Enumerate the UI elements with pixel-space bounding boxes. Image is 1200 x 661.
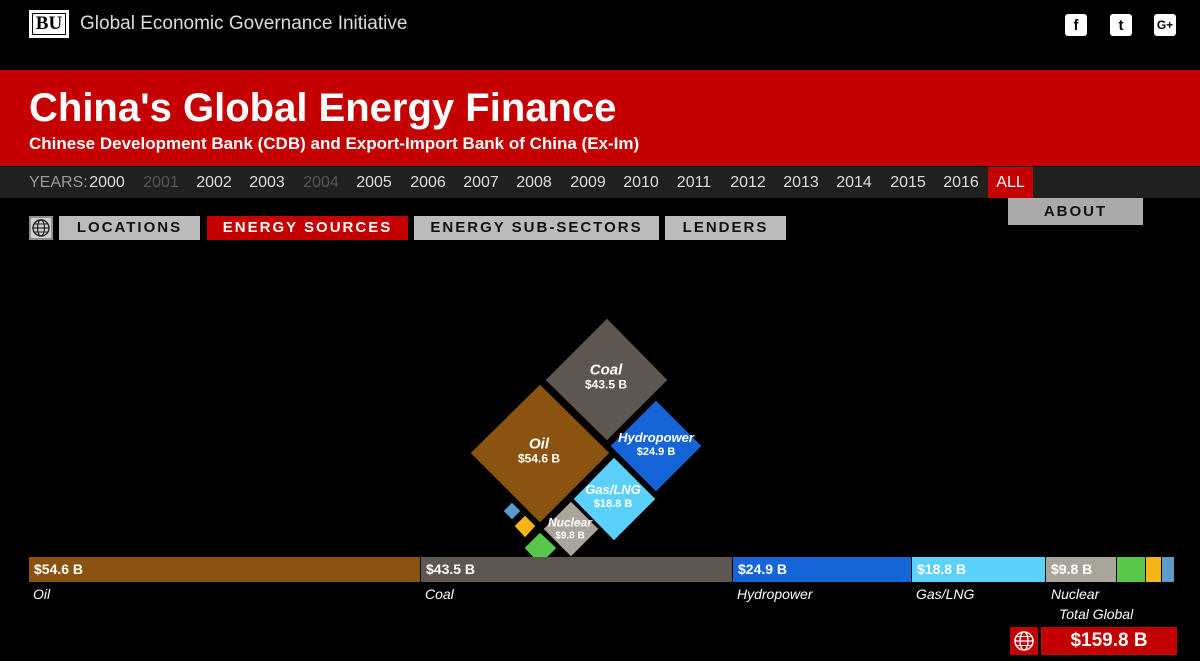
org-name[interactable]: Global Economic Governance Initiative [80,13,408,34]
globe-icon [29,216,53,240]
diamond-coal [544,317,669,442]
title-banner: China's Global Energy Finance Chinese De… [0,70,1200,166]
page-subtitle: Chinese Development Bank (CDB) and Expor… [29,134,640,153]
bar-label-hydropower: Hydropower [737,586,813,602]
diamond-name-hydropower: Hydropower [618,430,694,446]
bar-label-nuclear: Nuclear [1051,586,1100,602]
bar-segment-coal[interactable]: $43.5 B [421,557,732,582]
globe-map-button[interactable] [29,216,53,240]
diamond-name-nuclear: Nuclear [547,515,593,530]
diamond-value-oil: $54.6 B [517,451,561,466]
diamond-name-oil: Oil [528,435,549,453]
year-all[interactable]: ALL [988,167,1033,198]
diamond-minor-2 [513,514,537,539]
year-2000[interactable]: 2000 [89,174,125,191]
top-bar: BU Global Economic Governance Initiative… [0,0,1200,70]
diamond-name-gas-lng: Gas/LNG [585,482,641,498]
globe-icon [1014,631,1034,651]
bar-segment-minor-3[interactable] [1162,557,1174,582]
year-2006[interactable]: 2006 [410,174,446,191]
diamond-hydropower [609,399,703,493]
bar-value-hydropower: $24.9 B [738,561,788,577]
year-2013[interactable]: 2013 [783,174,819,191]
tab-energy-sources[interactable]: ENERGY SOURCES [207,216,408,240]
year-2009[interactable]: 2009 [570,174,606,191]
bar-value-oil: $54.6 B [34,561,84,577]
bu-logo[interactable]: BU [29,10,69,38]
bar-value-gas-lng: $18.8 B [917,561,967,577]
year-2010[interactable]: 2010 [623,174,659,191]
diamond-value-gas-lng: $18.8 B [593,498,633,511]
diamond-value-coal: $43.5 B [584,377,628,392]
years-label: YEARS: [29,174,88,191]
year-2005[interactable]: 2005 [356,174,392,191]
diamond-oil [469,383,611,524]
bar-value-coal: $43.5 B [426,561,476,577]
diamond-label-hydropower: Hydropower $24.9 B [618,430,694,459]
year-2014[interactable]: 2014 [836,174,872,191]
tab-lenders[interactable]: LENDERS [665,216,786,240]
bar-segment-gas-lng[interactable]: $18.8 B [912,557,1045,582]
diamond-name-coal: Coal [589,361,623,379]
bar-segment-oil[interactable]: $54.6 B [29,557,420,582]
year-2012[interactable]: 2012 [730,174,766,191]
year-2001: 2001 [143,174,179,191]
diamond-value-nuclear: $9.8 B [555,530,585,542]
year-2007[interactable]: 2007 [463,174,499,191]
bar-value-nuclear: $9.8 B [1051,561,1093,577]
bar-segment-hydropower[interactable]: $24.9 B [733,557,911,582]
diamond-label-oil: Oil $54.6 B [518,435,560,466]
google-plus-icon[interactable]: G+ [1154,14,1176,36]
year-2003[interactable]: 2003 [249,174,285,191]
facebook-icon[interactable]: f [1065,14,1087,36]
bar-segment-minor-1[interactable] [1117,557,1145,582]
page-title: China's Global Energy Finance [29,86,617,130]
total-globe-button[interactable] [1010,627,1038,655]
twitter-icon[interactable]: t [1110,14,1132,36]
bar-segment-nuclear[interactable]: $9.8 B [1046,557,1116,582]
years-bar: YEARS: 2000 2001 2002 2003 2004 2005 200… [0,167,1200,198]
year-2011[interactable]: 2011 [676,174,712,191]
diamond-label-nuclear: Nuclear $9.8 B [547,515,593,542]
bar-label-oil: Oil [33,586,51,602]
bar-label-gas-lng: Gas/LNG [916,586,975,602]
bar-segment-minor-2[interactable] [1146,557,1161,582]
year-2002[interactable]: 2002 [196,174,232,191]
diamond-label-coal: Coal $43.5 B [585,361,627,392]
about-button[interactable]: ABOUT [1008,198,1143,225]
year-2008[interactable]: 2008 [516,174,552,191]
diamond-gas-lng [572,456,657,542]
bar-label-coal: Coal [425,586,454,602]
tab-locations[interactable]: LOCATIONS [59,216,200,240]
year-2015[interactable]: 2015 [890,174,926,191]
year-2004: 2004 [303,174,339,191]
diamond-label-gas-lng: Gas/LNG $18.8 B [585,482,641,511]
total-label: Total Global [1059,606,1134,622]
diamond-value-hydropower: $24.9 B [636,446,676,459]
diamond-minor-3 [502,501,522,521]
tab-energy-sub-sectors[interactable]: ENERGY SUB-SECTORS [414,216,659,240]
total-value: $159.8 B [1041,627,1177,655]
year-2016[interactable]: 2016 [943,174,979,191]
